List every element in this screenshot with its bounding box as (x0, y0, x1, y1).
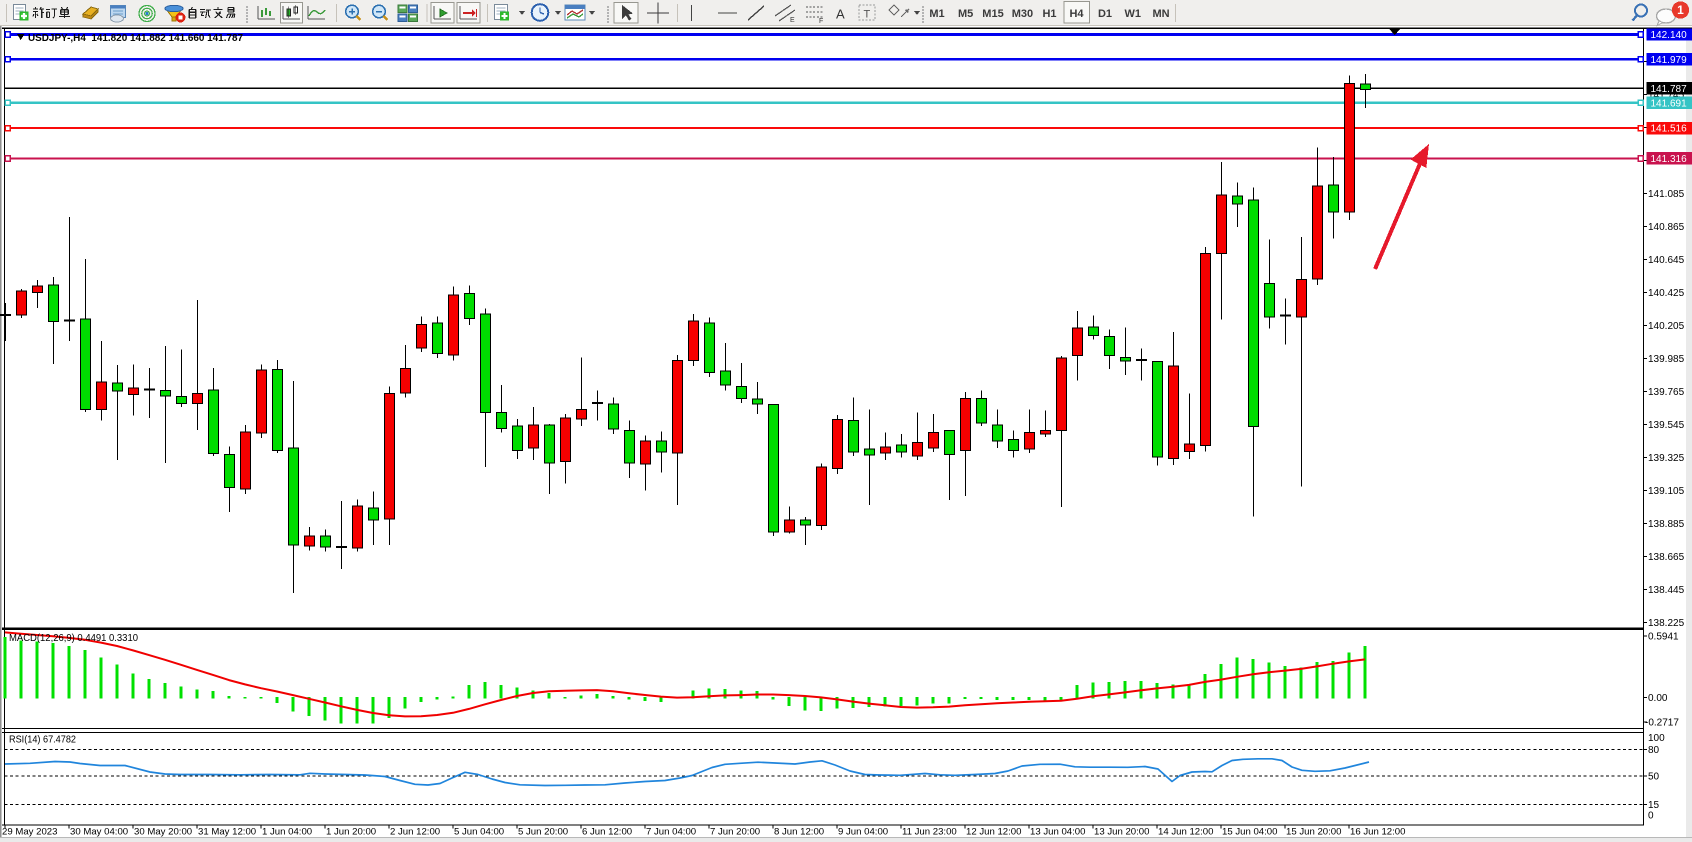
svg-text:11 Jun 23:00: 11 Jun 23:00 (902, 827, 957, 838)
svg-text:141.516: 141.516 (1651, 124, 1688, 135)
svg-text:13 Jun 20:00: 13 Jun 20:00 (1094, 827, 1149, 838)
svg-text:0.00: 0.00 (1648, 693, 1668, 704)
svg-text:RSI(14) 67.4782: RSI(14) 67.4782 (9, 735, 76, 746)
svg-text:139.325: 139.325 (1648, 453, 1685, 464)
svg-text:31 May 12:00: 31 May 12:00 (198, 827, 256, 838)
svg-text:D1: D1 (1098, 8, 1112, 20)
svg-text:5 Jun 20:00: 5 Jun 20:00 (518, 827, 568, 838)
svg-text:0: 0 (1648, 811, 1654, 822)
svg-text:W1: W1 (1125, 8, 1142, 20)
svg-text:7 Jun 04:00: 7 Jun 04:00 (646, 827, 696, 838)
svg-text:139.985: 139.985 (1648, 354, 1685, 365)
svg-text:6 Jun 12:00: 6 Jun 12:00 (582, 827, 632, 838)
svg-text:M1: M1 (929, 8, 944, 20)
svg-text:USDJPY-,H4 141.820 141.882 14: USDJPY-,H4 141.820 141.882 141.660 141.7… (28, 32, 243, 44)
svg-text:138.885: 138.885 (1648, 519, 1685, 530)
svg-text:1: 1 (1677, 3, 1684, 17)
svg-text:MACD(12,26,9) 0.4491 0.3310: MACD(12,26,9) 0.4491 0.3310 (9, 633, 139, 644)
svg-text:7 Jun 20:00: 7 Jun 20:00 (710, 827, 760, 838)
svg-text:T: T (864, 9, 871, 21)
svg-text:30 May 20:00: 30 May 20:00 (134, 827, 192, 838)
svg-text:M30: M30 (1012, 8, 1033, 20)
svg-text:140.425: 140.425 (1648, 288, 1685, 299)
svg-text:15 Jun 04:00: 15 Jun 04:00 (1222, 827, 1277, 838)
svg-text:140.205: 140.205 (1648, 321, 1685, 332)
svg-text:1 Jun 04:00: 1 Jun 04:00 (262, 827, 312, 838)
svg-text:M15: M15 (982, 8, 1003, 20)
svg-text:138.225: 138.225 (1648, 618, 1685, 629)
svg-text:M5: M5 (958, 8, 973, 20)
svg-text:138.665: 138.665 (1648, 552, 1685, 563)
svg-text:141.745: 141.745 (1648, 90, 1685, 101)
svg-text:14 Jun 12:00: 14 Jun 12:00 (1158, 827, 1213, 838)
svg-text:-0.2717: -0.2717 (1645, 718, 1679, 729)
svg-text:80: 80 (1648, 745, 1660, 756)
svg-text:9 Jun 04:00: 9 Jun 04:00 (838, 827, 888, 838)
svg-text:16 Jun 12:00: 16 Jun 12:00 (1350, 827, 1405, 838)
svg-text:F: F (819, 18, 823, 25)
svg-text:141.316: 141.316 (1651, 154, 1688, 165)
svg-text:15 Jun 20:00: 15 Jun 20:00 (1286, 827, 1341, 838)
svg-text:1 Jun 20:00: 1 Jun 20:00 (326, 827, 376, 838)
svg-text:141.979: 141.979 (1651, 55, 1688, 66)
svg-text:2 Jun 12:00: 2 Jun 12:00 (390, 827, 440, 838)
svg-text:13 Jun 04:00: 13 Jun 04:00 (1030, 827, 1085, 838)
svg-text:139.765: 139.765 (1648, 387, 1685, 398)
svg-text:15: 15 (1648, 800, 1660, 811)
svg-text:H1: H1 (1042, 8, 1056, 20)
svg-text:5 Jun 04:00: 5 Jun 04:00 (454, 827, 504, 838)
svg-text:30 May 04:00: 30 May 04:00 (70, 827, 128, 838)
svg-text:100: 100 (1648, 733, 1665, 744)
svg-text:141.787: 141.787 (1651, 84, 1688, 95)
svg-text:142.140: 142.140 (1651, 30, 1688, 41)
svg-text:12 Jun 12:00: 12 Jun 12:00 (966, 827, 1021, 838)
svg-text:141.085: 141.085 (1648, 189, 1685, 200)
svg-text:0.5941: 0.5941 (1648, 632, 1679, 643)
svg-text:141.691: 141.691 (1651, 98, 1688, 109)
svg-text:H4: H4 (1069, 8, 1084, 20)
svg-text:140.645: 140.645 (1648, 255, 1685, 266)
svg-text:8 Jun 12:00: 8 Jun 12:00 (774, 827, 824, 838)
svg-text:E: E (790, 17, 795, 24)
svg-text:139.545: 139.545 (1648, 420, 1685, 431)
svg-text:29 May 2023: 29 May 2023 (2, 827, 57, 838)
svg-text:MN: MN (1152, 8, 1169, 20)
svg-text:140.865: 140.865 (1648, 222, 1685, 233)
svg-text:138.445: 138.445 (1648, 585, 1685, 596)
svg-text:139.105: 139.105 (1648, 486, 1685, 497)
svg-text:A: A (836, 7, 845, 22)
svg-text:50: 50 (1648, 771, 1660, 782)
